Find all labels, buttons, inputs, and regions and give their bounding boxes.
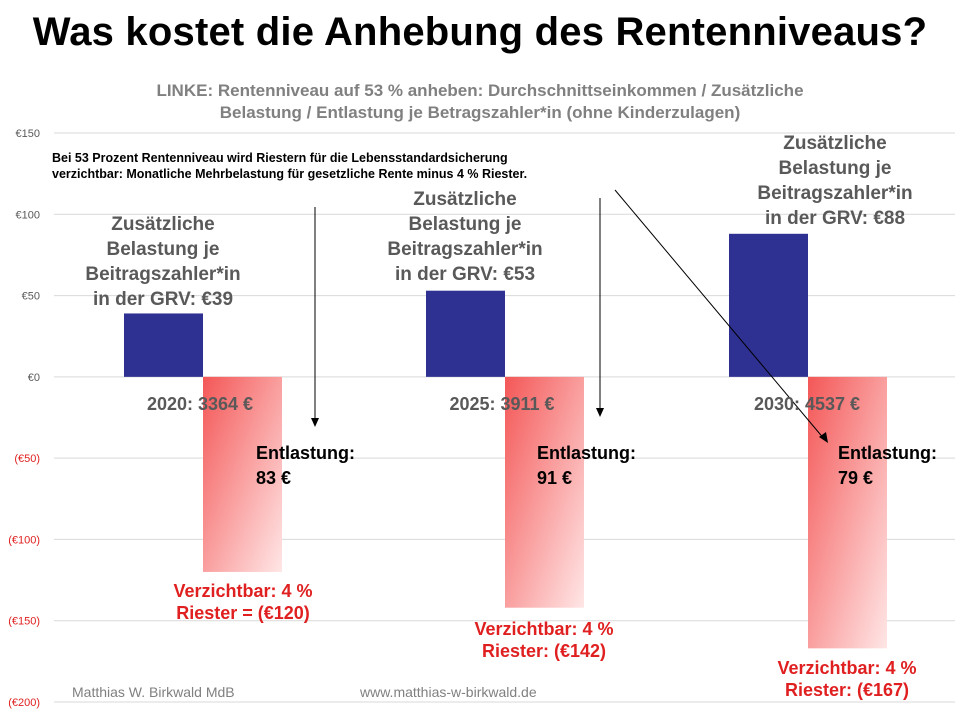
bar-negative (808, 376, 887, 649)
relief-label-2025: Entlastung: 91 € (537, 443, 636, 488)
relief-label-2020: Entlastung: 83 € (256, 443, 355, 488)
negative-label-2025: Verzichtbar: 4 % Riester: (€142) (474, 619, 614, 661)
bar-positive (124, 313, 203, 377)
y-tick-label: €50 (22, 291, 40, 303)
y-tick-label: €100 (16, 209, 40, 221)
arrowhead-2025 (596, 408, 604, 417)
subtitle-line-2: Belastung / Entlastung je Betragszahler*… (219, 103, 741, 122)
bar-positive (426, 290, 505, 377)
bar-positive (729, 233, 808, 377)
bars (124, 233, 887, 649)
subtitle-line-1: LINKE: Rentenniveau auf 53 % anheben: Du… (156, 81, 804, 100)
y-tick-label: (€50) (14, 453, 40, 465)
negative-label-2020: Verzichtbar: 4 % Riester = (€120) (173, 581, 313, 623)
bar-negative (505, 376, 584, 608)
footer-website-link[interactable]: www.matthias-w-birkwald.de (360, 684, 537, 700)
positive-label-2030: Zusätzliche Belastung je Beitragszahler*… (757, 133, 913, 229)
explanatory-note: Bei 53 Prozent Rentenniveau wird Riester… (52, 150, 652, 182)
annotation-arrows (311, 189, 828, 443)
category-label-2025: 2025: 3911 € (449, 394, 555, 414)
positive-label-2020: Zusätzliche Belastung je Beitragszahler*… (85, 214, 241, 310)
page-title: Was kostet die Anhebung des Rentenniveau… (32, 10, 928, 54)
note-line-2: verzichtbar: Monatliche Mehrbelastung fü… (52, 167, 528, 181)
arrow-2030 (614, 189, 826, 441)
arrowhead-2020 (311, 418, 319, 427)
relief-label-2030: Entlastung: 79 € (838, 443, 937, 488)
arrowhead-2030 (819, 432, 828, 443)
category-label-2030: 2030: 4537 € (753, 394, 861, 414)
negative-label-2030: Verzichtbar: 4 % Riester: (€167) (777, 658, 917, 700)
positive-label-2025: Zusätzliche Belastung je Beitragszahler*… (387, 189, 543, 285)
bar-negative (203, 376, 282, 572)
y-tick-label: €150 (16, 128, 40, 140)
y-tick-label: (€200) (8, 697, 40, 709)
y-axis-tick-labels: €150 €100 €50 €0 (€50) (€100) (€150) (€200) (8, 128, 40, 709)
chart-subtitle: LINKE: Rentenniveau auf 53 % anheben: Du… (100, 80, 860, 124)
y-tick-label: (€100) (8, 534, 40, 546)
category-label-2020: 2020: 3364 € (146, 394, 254, 414)
footer-author: Matthias W. Birkwald MdB (72, 684, 235, 700)
y-tick-label: €0 (28, 372, 40, 384)
y-tick-label: (€150) (8, 616, 40, 628)
note-line-1: Bei 53 Prozent Rentenniveau wird Riester… (52, 151, 508, 165)
